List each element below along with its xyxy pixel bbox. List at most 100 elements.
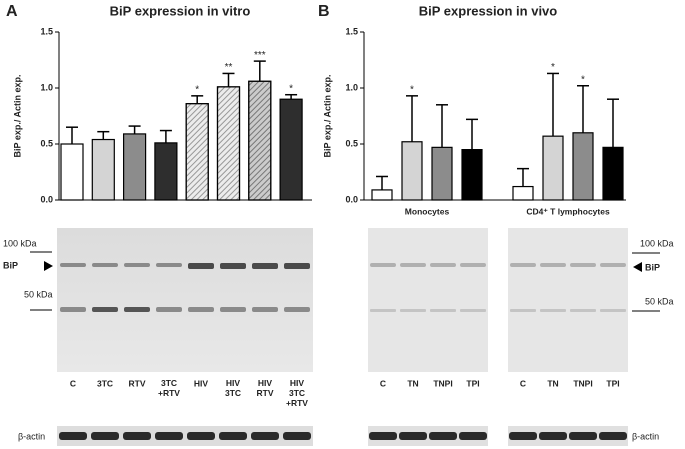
actin-band bbox=[369, 432, 397, 440]
bar-tint bbox=[248, 80, 272, 201]
actin-band bbox=[509, 432, 537, 440]
blot-band bbox=[600, 263, 626, 267]
actin-band bbox=[59, 432, 87, 440]
bar-tint bbox=[216, 86, 241, 201]
blot bbox=[508, 426, 628, 446]
significance: ** bbox=[225, 62, 233, 73]
blot-band bbox=[400, 263, 426, 267]
blot-band bbox=[188, 307, 214, 312]
marker-label: 50 kDa bbox=[24, 289, 53, 299]
marker-label: 50 kDa bbox=[645, 296, 674, 306]
significance: *** bbox=[254, 50, 266, 61]
blot-band bbox=[370, 263, 396, 267]
y-tick-label: 0.5 bbox=[345, 138, 358, 148]
loading-label: β-actin bbox=[18, 431, 45, 441]
lane-label: TNPI bbox=[433, 378, 452, 388]
significance: * bbox=[195, 84, 199, 95]
blot-band bbox=[156, 263, 182, 267]
marker-label: 100 kDa bbox=[3, 238, 37, 248]
loading-label: β-actin bbox=[632, 431, 659, 441]
blot-band bbox=[400, 309, 426, 312]
blot-band bbox=[460, 309, 486, 312]
actin-band bbox=[459, 432, 487, 440]
lane-label: HIV 3TC bbox=[225, 378, 241, 398]
bar bbox=[542, 135, 564, 201]
blot-band bbox=[570, 309, 596, 312]
lane-label: C bbox=[520, 378, 526, 388]
significance: * bbox=[410, 84, 414, 95]
blot-band bbox=[220, 263, 246, 269]
actin-band bbox=[219, 432, 247, 440]
lane-label: TNPI bbox=[573, 378, 592, 388]
blot-band bbox=[510, 309, 536, 312]
marker-label: BiP bbox=[3, 260, 18, 270]
bar bbox=[602, 146, 624, 201]
y-tick-label: 1.0 bbox=[345, 82, 358, 92]
chart-title: BiP expression in vivo bbox=[419, 3, 558, 18]
blot-band bbox=[252, 307, 278, 312]
blot-band bbox=[188, 263, 214, 269]
marker-label: BiP bbox=[645, 262, 660, 272]
blot-band bbox=[156, 307, 182, 312]
blot-band bbox=[60, 307, 86, 312]
y-tick-label: 1.0 bbox=[40, 82, 53, 92]
actin-band bbox=[187, 432, 215, 440]
bar bbox=[122, 133, 147, 201]
blot-band bbox=[220, 307, 246, 312]
lane-label: C bbox=[380, 378, 386, 388]
lane-label: HIV 3TC +RTV bbox=[286, 378, 308, 408]
blot bbox=[368, 228, 488, 372]
bar bbox=[572, 132, 594, 201]
y-tick-label: 0.0 bbox=[345, 194, 358, 204]
lane-label: C bbox=[70, 378, 76, 388]
y-tick-label: 0.0 bbox=[40, 194, 53, 204]
blots bbox=[57, 228, 628, 446]
y-axis-label: BiP exp./ Actin exp. bbox=[12, 74, 22, 157]
blot bbox=[508, 228, 628, 372]
actin-band bbox=[399, 432, 427, 440]
blot-band bbox=[570, 263, 596, 267]
actin-band bbox=[91, 432, 119, 440]
blot-band bbox=[540, 309, 566, 312]
bar bbox=[60, 143, 84, 201]
blot-band bbox=[92, 307, 118, 312]
actin-band bbox=[539, 432, 567, 440]
group-label: CD4⁺ T lymphocytes bbox=[526, 206, 610, 216]
blot-band bbox=[60, 263, 86, 267]
lane-label: TPI bbox=[606, 378, 619, 388]
actin-band bbox=[251, 432, 279, 440]
bar bbox=[279, 98, 303, 201]
lane-label: HIV bbox=[194, 378, 209, 388]
blot bbox=[57, 426, 313, 446]
lane-label: 3TC bbox=[97, 378, 113, 388]
chart-title: BiP expression in vitro bbox=[110, 3, 251, 18]
blot-band bbox=[284, 263, 310, 269]
blot-band bbox=[124, 263, 150, 267]
panel-label: B bbox=[318, 3, 330, 20]
actin-band bbox=[283, 432, 311, 440]
significance: * bbox=[581, 74, 585, 85]
bar bbox=[431, 146, 453, 201]
bar bbox=[91, 138, 115, 201]
blot-band bbox=[510, 263, 536, 267]
lane-label: TN bbox=[547, 378, 558, 388]
blot-band bbox=[284, 307, 310, 312]
bar bbox=[371, 189, 393, 201]
significance: * bbox=[289, 83, 293, 94]
blot-band bbox=[430, 263, 456, 267]
lane-label: RTV bbox=[129, 378, 146, 388]
panel-label: A bbox=[6, 3, 18, 20]
blot-band bbox=[124, 307, 150, 312]
blot bbox=[57, 228, 313, 372]
actin-band bbox=[123, 432, 151, 440]
actin-band bbox=[429, 432, 457, 440]
blot-band bbox=[460, 263, 486, 267]
blot-band bbox=[252, 263, 278, 269]
blot-band bbox=[600, 309, 626, 312]
lane-label: TN bbox=[407, 378, 418, 388]
blot-band bbox=[540, 263, 566, 267]
bar bbox=[401, 141, 423, 201]
y-tick-label: 1.5 bbox=[40, 26, 53, 36]
bar-tint bbox=[185, 103, 209, 201]
